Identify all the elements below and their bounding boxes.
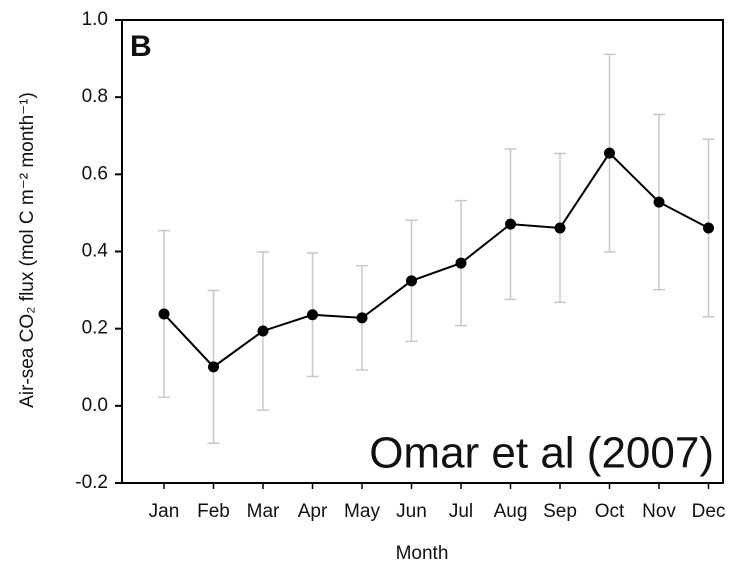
y-tick-label: 0.4 (82, 241, 109, 262)
y-tick-label: 0.2 (82, 318, 108, 339)
y-tick-label: 1.0 (82, 9, 108, 30)
x-tick-label: Feb (197, 501, 230, 522)
x-tick-label: Dec (692, 501, 726, 522)
annotation: Omar et al (2007) (369, 429, 714, 478)
x-tick-label: Aug (494, 501, 528, 522)
point (158, 308, 170, 320)
x-tick-label: Mar (247, 501, 280, 522)
plot-frame (121, 19, 724, 484)
x-axis-label: Month (396, 543, 449, 564)
x-tick-label: Jun (396, 501, 427, 522)
y-tick-label: 0.8 (82, 86, 108, 107)
point (505, 218, 516, 230)
point (406, 275, 417, 287)
point (554, 222, 566, 234)
x-tick-label: Oct (595, 501, 625, 522)
panel-label: B (130, 30, 152, 63)
x-tick-label: May (344, 501, 380, 522)
point (703, 222, 714, 234)
line (163, 151, 709, 369)
x-tick-label: Jan (149, 501, 180, 522)
x-tick-label: Apr (298, 501, 328, 522)
y-axis-label: Air-sea CO₂ flux (mol C m⁻² month⁻¹) (17, 92, 38, 408)
point (307, 309, 318, 321)
y-tick-label: 0.0 (82, 395, 108, 416)
x-tick-label: Nov (642, 501, 676, 522)
x-tick-label: Sep (543, 501, 577, 522)
point (653, 196, 665, 208)
point (455, 257, 467, 269)
point (356, 312, 368, 324)
point (604, 147, 615, 159)
point (208, 361, 219, 373)
y-tick-label: -0.2 (75, 472, 108, 493)
y-tick-label: 0.6 (82, 163, 108, 184)
x-tick-label: Jul (449, 501, 473, 522)
point (257, 325, 269, 337)
